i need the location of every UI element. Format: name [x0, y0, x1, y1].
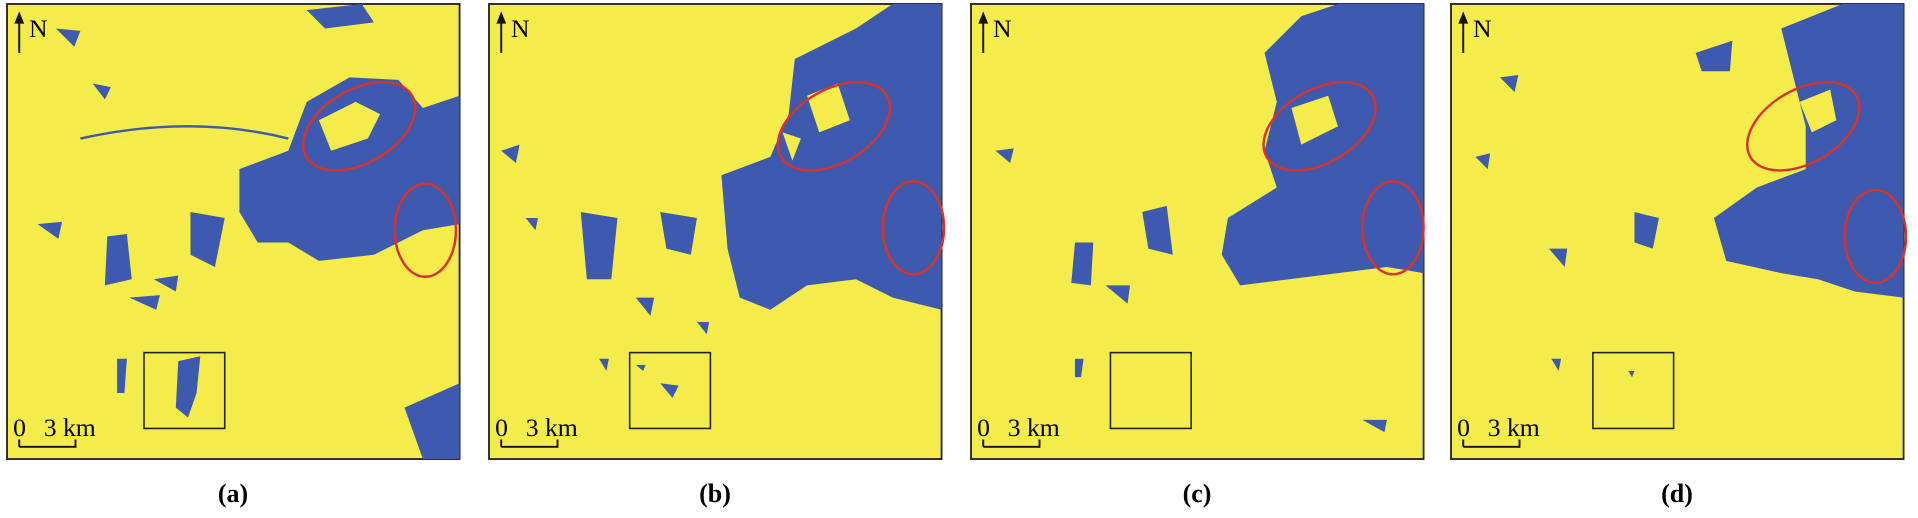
scale-end: 3 km	[1488, 413, 1540, 442]
scale-end: 3 km	[526, 413, 578, 442]
panel-c: N 0 3 km	[970, 3, 1425, 460]
water-body	[721, 4, 942, 310]
water-body	[1713, 4, 1904, 298]
scale-end: 3 km	[1008, 413, 1060, 442]
water-body	[55, 4, 374, 100]
panel-label: (b)	[699, 479, 731, 508]
scale-end: 3 km	[44, 413, 96, 442]
water-body	[1221, 4, 1424, 286]
north-label: N	[993, 14, 1012, 43]
water-body	[501, 144, 710, 335]
north-label: N	[511, 14, 530, 43]
panel-a: N 0 3 km	[6, 3, 461, 460]
scale-start: 0	[1457, 413, 1470, 442]
panel-label: (a)	[218, 479, 248, 508]
water-body	[1475, 40, 1733, 267]
panel-label: (d)	[1661, 479, 1693, 508]
water-body	[1551, 358, 1635, 378]
north-label: N	[29, 14, 48, 43]
panel-d: N 0 3 km	[1450, 3, 1908, 460]
water-body	[599, 358, 679, 398]
north-label: N	[1473, 14, 1492, 43]
panel-b: N 0 3 km	[488, 3, 946, 460]
panel-label: (c)	[1183, 479, 1212, 508]
water-body	[117, 356, 460, 460]
water-body	[1074, 358, 1084, 378]
scale-start: 0	[495, 413, 508, 442]
scale-start: 0	[13, 413, 26, 442]
water-body	[37, 211, 225, 310]
scale-start: 0	[977, 413, 990, 442]
